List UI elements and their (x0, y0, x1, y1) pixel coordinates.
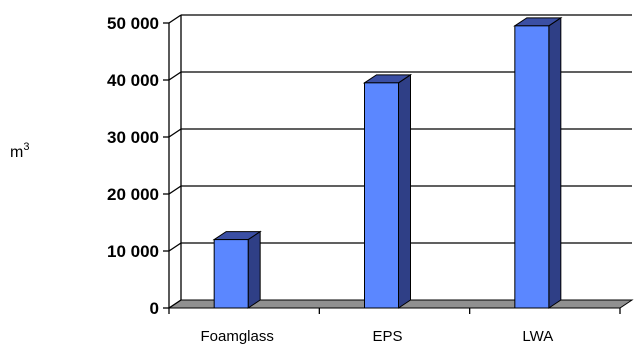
y-tick-label: 50 000 (107, 14, 159, 33)
y-axis-label-superscript: 3 (23, 141, 29, 153)
gridline-depth (168, 128, 182, 138)
bar-eps (364, 82, 399, 309)
gridline-depth (168, 71, 182, 81)
labels-layer: 0 10 000 20 000 30 000 40 000 50 000 Foamglass… (107, 14, 553, 345)
x-category-label: Foamglass (200, 328, 273, 345)
bar-side-foamglass (247, 230, 261, 309)
gridline-depth (168, 185, 182, 195)
y-tick-label: 30 000 (107, 128, 159, 147)
y-tick-label: 20 000 (107, 185, 159, 204)
gridline-depth (168, 242, 182, 252)
y-axis-label: m3 (10, 141, 29, 161)
y-tick-label: 40 000 (107, 71, 159, 90)
y-axis-label-base: m (10, 144, 23, 161)
x-category-label: LWA (522, 328, 553, 345)
gridline-depth (168, 299, 182, 309)
y-tick-label: 10 000 (107, 242, 159, 261)
gridline-depth (168, 14, 182, 24)
bar-side-lwa (548, 16, 562, 309)
bar-lwa (514, 25, 550, 309)
bar-side-eps (398, 73, 411, 309)
x-category-label: EPS (372, 328, 402, 345)
axis-layer (163, 15, 621, 314)
bars-layer (212, 16, 563, 309)
bar-foamglass (213, 239, 249, 309)
y-tick-label: 0 (150, 299, 159, 318)
